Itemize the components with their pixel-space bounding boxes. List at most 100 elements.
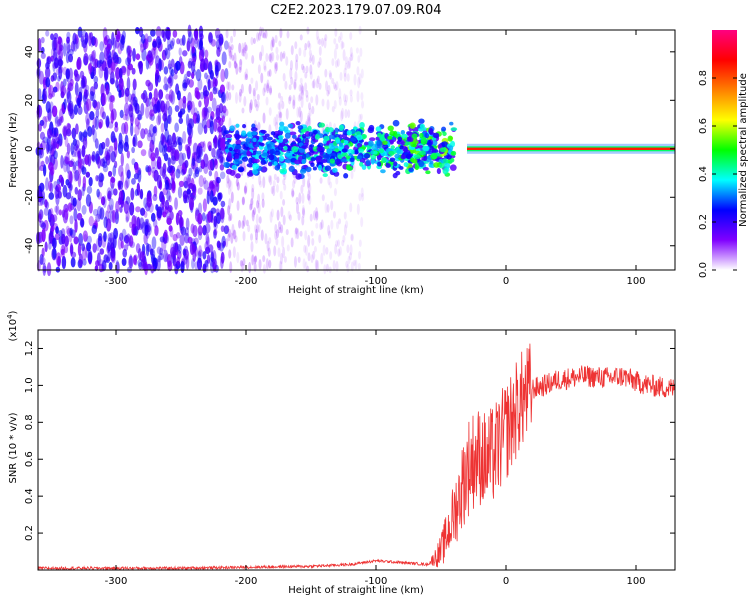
heatmap-cell	[150, 152, 156, 162]
heatmap-cell	[395, 170, 401, 176]
heatmap-cell	[69, 227, 73, 236]
heatmap-cell	[343, 93, 347, 103]
heatmap-cell	[241, 130, 247, 136]
heatmap-cell	[207, 78, 211, 91]
heatmap-cell	[152, 40, 157, 48]
heatmap-cell	[256, 100, 260, 108]
heatmap-cell	[103, 47, 110, 60]
heatmap-cell	[257, 193, 261, 205]
heatmap-cell	[263, 65, 267, 72]
heatmap-cell	[317, 61, 321, 68]
heatmap-cell	[341, 152, 348, 157]
heatmap-cell	[84, 84, 90, 92]
heatmap-cell	[418, 160, 425, 168]
heatmap-cell	[241, 107, 245, 114]
heatmap-cell	[118, 132, 123, 145]
heatmap-cell	[307, 234, 311, 247]
heatmap-cell	[314, 134, 320, 140]
heatmap-cell	[211, 147, 216, 158]
heatmap-cell	[102, 156, 108, 164]
heatmap-cell	[289, 59, 293, 71]
heatmap-cell	[167, 204, 173, 213]
heatmap-cell	[192, 112, 198, 124]
heatmap-cell	[305, 94, 309, 103]
heatmap-cell	[193, 172, 197, 179]
heatmap-cell	[228, 147, 233, 152]
heatmap-cell	[311, 105, 315, 115]
heatmap-cell	[446, 154, 452, 160]
heatmap-cell	[119, 109, 124, 119]
heatmap-cell	[71, 127, 77, 140]
heatmap-cell	[345, 155, 351, 160]
heatmap-cell	[118, 139, 125, 149]
heatmap-cell	[111, 108, 117, 121]
heatmap-cell	[284, 159, 292, 164]
heatmap-cell	[194, 35, 198, 49]
heatmap-cell	[309, 213, 313, 222]
heatmap-cell	[408, 167, 414, 172]
heatmap-cell	[37, 198, 42, 207]
heatmap-cell	[373, 150, 378, 155]
heatmap-cell	[121, 228, 127, 242]
heatmap-cell	[250, 36, 254, 46]
heatmap-cell	[121, 258, 127, 267]
heatmap-cell	[41, 196, 46, 205]
heatmap-cell	[334, 27, 338, 37]
heatmap-cell	[400, 129, 406, 135]
heatmap-cell	[58, 58, 63, 67]
heatmap-cell	[54, 205, 58, 213]
heatmap-cell	[228, 45, 232, 53]
heatmap-cell	[314, 259, 318, 270]
heatmap-cell	[242, 230, 246, 242]
heatmap-cell	[209, 69, 214, 80]
heatmap-cell	[95, 260, 100, 267]
heatmap-cell	[297, 256, 301, 263]
heatmap-cell	[137, 113, 143, 121]
heatmap-cell	[227, 81, 231, 92]
heatmap-cell	[135, 26, 140, 35]
heatmap-cell	[297, 94, 301, 102]
heatmap-cell	[285, 56, 289, 66]
colorbar-tick-label: 0.0	[698, 262, 709, 278]
heatmap-cell	[266, 79, 270, 89]
heatmap-cell	[255, 103, 259, 112]
heatmap-cell	[254, 98, 258, 108]
heatmap-cell	[45, 101, 51, 113]
heatmap-cell	[196, 145, 201, 160]
snr-multiplier-exponent: 4	[6, 314, 14, 319]
heatmap-cell	[314, 207, 318, 219]
heatmap-cell	[427, 139, 432, 147]
heatmap-cell	[238, 91, 242, 103]
heatmap-cell	[82, 30, 87, 38]
heatmap-cell	[177, 111, 182, 118]
heatmap-cell	[326, 89, 330, 97]
heatmap-cell	[301, 192, 305, 204]
heatmap-cell	[38, 123, 42, 132]
heatmap-cell	[158, 89, 164, 100]
heatmap-cell	[92, 243, 97, 253]
heatmap-cell	[261, 192, 265, 201]
heatmap-cell	[77, 105, 83, 116]
heatmap-cell	[306, 115, 310, 127]
heatmap-cell	[220, 68, 226, 83]
heatmap-cell	[185, 143, 191, 155]
heatmap-cell	[145, 96, 149, 107]
heatmap-cell	[108, 262, 113, 270]
heatmap-cell	[294, 227, 298, 240]
heatmap-cell	[177, 243, 182, 251]
heatmap-cell	[322, 244, 326, 257]
heatmap-cell	[245, 137, 251, 143]
heatmap-cell	[186, 40, 191, 52]
heatmap-cell	[120, 35, 126, 45]
heatmap-cell	[268, 259, 272, 269]
heatmap-cell	[265, 96, 269, 106]
snr-series-line	[37, 343, 676, 571]
heatmap-cell	[166, 253, 172, 268]
heatmap-cell	[301, 215, 305, 226]
heatmap-cell	[167, 157, 171, 168]
heatmap-cell	[202, 177, 207, 185]
heatmap-cell	[134, 189, 139, 197]
heatmap-cell	[318, 82, 322, 90]
heatmap-cell	[271, 36, 275, 48]
heatmap-cell	[244, 73, 248, 81]
